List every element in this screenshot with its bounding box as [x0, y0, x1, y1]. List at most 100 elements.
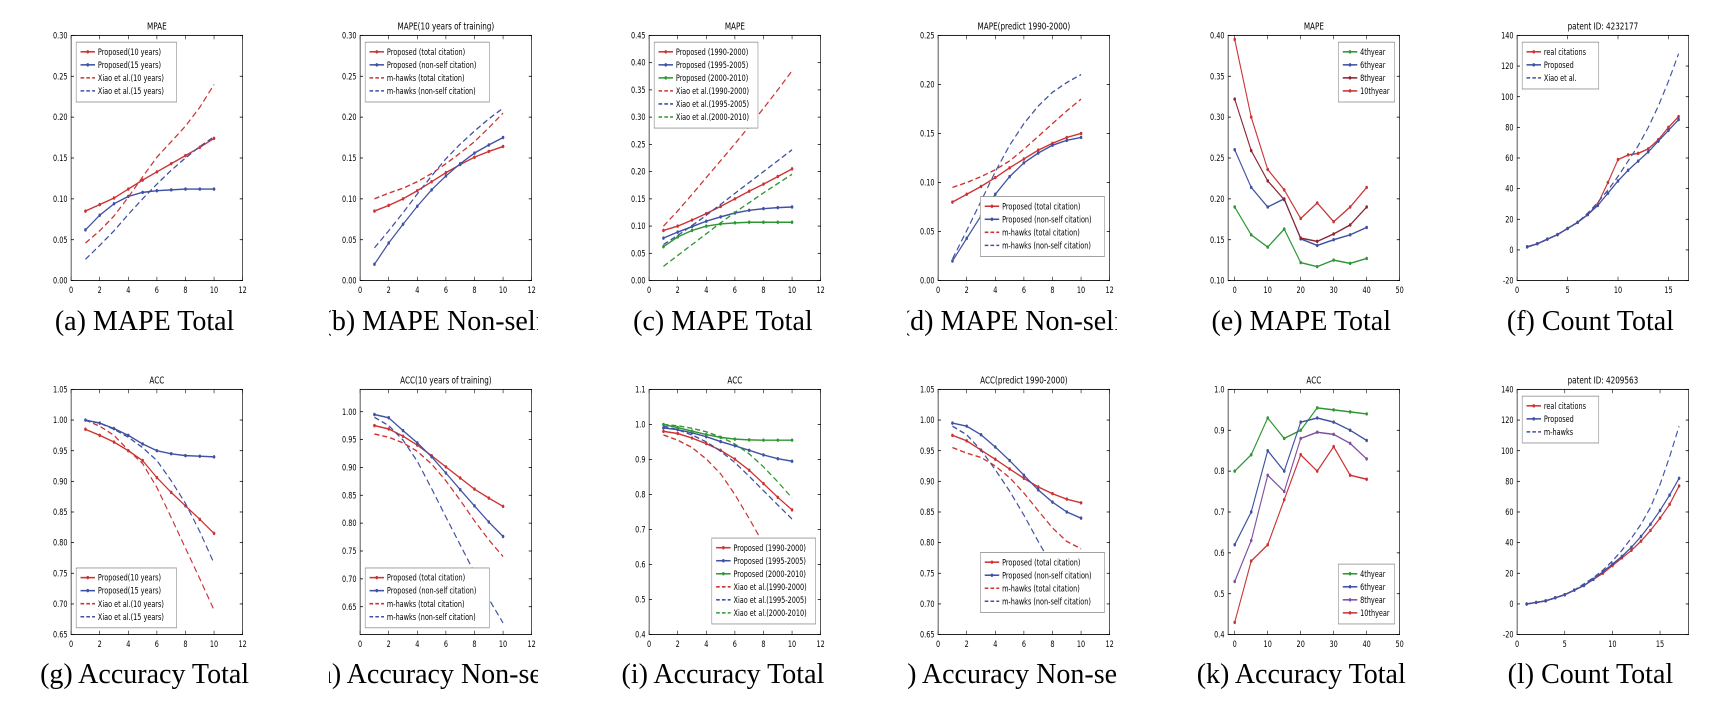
svg-text:m-hawks (non-self citation): m-hawks (non-self citation) — [387, 86, 476, 96]
svg-text:40: 40 — [1362, 285, 1370, 295]
subplot-k-caption: (k) Accuracy Total — [1196, 659, 1406, 691]
svg-text:20: 20 — [1505, 214, 1513, 224]
svg-text:4: 4 — [705, 639, 709, 649]
subplot-i-caption: (i) Accuracy Total — [621, 659, 825, 691]
svg-text:0.80: 0.80 — [921, 537, 936, 547]
svg-text:0.25: 0.25 — [631, 140, 646, 150]
svg-text:100: 100 — [1501, 445, 1514, 455]
svg-text:real citations: real citations — [1544, 47, 1586, 57]
svg-text:Proposed (2000-2010): Proposed (2000-2010) — [734, 568, 806, 578]
svg-text:Xiao et al.(10 years): Xiao et al.(10 years) — [98, 73, 164, 83]
svg-text:6: 6 — [155, 639, 159, 649]
svg-text:8: 8 — [762, 285, 766, 295]
svg-text:0.65: 0.65 — [342, 601, 357, 611]
svg-text:10: 10 — [788, 285, 796, 295]
svg-text:0.7: 0.7 — [1214, 507, 1224, 517]
svg-text:patent ID: 4232177: patent ID: 4232177 — [1567, 22, 1638, 33]
svg-text:0.7: 0.7 — [635, 524, 645, 534]
subplot-a: MPAE 0 2 4 6 8 10 12 0.00 0.05 0.10 0.15 0.20 0.25 0.3… — [40, 16, 249, 338]
svg-text:0.6: 0.6 — [1214, 548, 1224, 558]
svg-text:140: 140 — [1501, 384, 1514, 394]
svg-text:m-hawks: m-hawks — [1544, 427, 1573, 437]
svg-text:0.20: 0.20 — [53, 112, 68, 122]
svg-text:6thyear: 6thyear — [1360, 581, 1386, 591]
svg-text:60: 60 — [1505, 507, 1513, 517]
svg-text:50: 50 — [1395, 639, 1403, 649]
svg-text:100: 100 — [1501, 92, 1514, 102]
svg-text:0.85: 0.85 — [342, 490, 357, 500]
svg-text:0: 0 — [937, 285, 941, 295]
svg-text:10: 10 — [1077, 285, 1085, 295]
svg-text:0.35: 0.35 — [1210, 71, 1225, 81]
svg-text:0.35: 0.35 — [631, 85, 646, 95]
svg-text:0.4: 0.4 — [635, 629, 645, 639]
svg-text:5: 5 — [1565, 285, 1569, 295]
subplot-e: MAPE 0 10 20 30 40 50 0.10 0.15 0.20 0.25 0.30 0.35 0… — [1197, 16, 1406, 338]
svg-text:m-hawks (non-self citation): m-hawks (non-self citation) — [387, 611, 476, 621]
svg-text:Xiao et al.(1995-2005): Xiao et al.(1995-2005) — [676, 99, 749, 109]
svg-text:0: 0 — [358, 285, 362, 295]
svg-text:ACC: ACC — [149, 375, 164, 386]
svg-text:2: 2 — [965, 639, 969, 649]
chart-accuracy-total-i: ACC 0 2 4 6 8 10 12 0.4 0.5 0.6 0.7 0.8 0.9 1.0 1.1 Prop… — [635, 375, 825, 649]
svg-text:6: 6 — [733, 639, 737, 649]
subplot-j-caption: (j) Accuracy Non-self — [907, 659, 1117, 691]
svg-text:10: 10 — [210, 285, 218, 295]
svg-text:0: 0 — [937, 639, 941, 649]
svg-text:140: 140 — [1501, 31, 1514, 41]
svg-text:0.00: 0.00 — [342, 276, 357, 286]
chart-mape-nonself-d: MAPE(predict 1990-2000) 0 2 4 6 8 10 12 0.00 0.05… — [921, 22, 1115, 296]
svg-text:10: 10 — [499, 285, 507, 295]
svg-text:0.20: 0.20 — [921, 80, 936, 90]
svg-text:MAPE(predict 1990-2000): MAPE(predict 1990-2000) — [978, 22, 1071, 33]
svg-text:4: 4 — [994, 285, 998, 295]
svg-text:0.90: 0.90 — [53, 476, 68, 486]
svg-text:2: 2 — [965, 285, 969, 295]
svg-text:0: 0 — [1509, 599, 1513, 609]
subplot-b: MAPE(10 years of training) 0 2 4 6 8 10 12 0.00 0… — [329, 16, 538, 338]
subplot-l-caption: (l) Count Total — [1507, 659, 1674, 691]
svg-text:2: 2 — [387, 285, 391, 295]
svg-text:0.30: 0.30 — [1210, 112, 1225, 122]
svg-text:0.95: 0.95 — [342, 434, 357, 444]
subplot-k: ACC 0 10 20 30 40 50 0.4 0.5 0.6 0.7 0.8 0.9 1.0 4thye… — [1197, 370, 1406, 692]
svg-text:0.95: 0.95 — [53, 445, 68, 455]
svg-text:Xiao et al.(1990-2000): Xiao et al.(1990-2000) — [734, 581, 807, 591]
svg-text:0.75: 0.75 — [342, 546, 357, 556]
svg-text:MAPE: MAPE — [1303, 22, 1323, 33]
svg-text:10thyear: 10thyear — [1360, 608, 1390, 618]
svg-text:0: 0 — [69, 639, 73, 649]
svg-text:4: 4 — [705, 285, 709, 295]
svg-text:0.70: 0.70 — [53, 599, 68, 609]
svg-text:0.90: 0.90 — [921, 476, 936, 486]
svg-text:0.15: 0.15 — [342, 153, 357, 163]
chart-mape-nonself-b: MAPE(10 years of training) 0 2 4 6 8 10 12 0.00 0… — [342, 22, 536, 296]
svg-text:10thyear: 10thyear — [1360, 86, 1390, 96]
svg-text:0.45: 0.45 — [631, 31, 646, 41]
subplot-g: ACC 0 2 4 6 8 10 12 0.65 0.70 0.75 0.80 0.85 0.90 0.95… — [40, 370, 249, 692]
svg-text:40: 40 — [1362, 639, 1370, 649]
svg-text:Proposed: Proposed — [1544, 60, 1574, 70]
chart-mape-total-a: MPAE 0 2 4 6 8 10 12 0.00 0.05 0.10 0.15 0.20 0.25 0.3… — [53, 22, 247, 296]
svg-text:0.20: 0.20 — [1210, 194, 1225, 204]
svg-text:12: 12 — [1106, 285, 1114, 295]
svg-text:Xiao et al.: Xiao et al. — [1544, 73, 1577, 83]
svg-text:0.85: 0.85 — [921, 507, 936, 517]
svg-text:0.5: 0.5 — [635, 594, 645, 604]
svg-text:m-hawks (non-self citation): m-hawks (non-self citation) — [1003, 241, 1092, 251]
svg-text:Xiao et al.(1995-2005): Xiao et al.(1995-2005) — [734, 594, 807, 604]
svg-text:0.00: 0.00 — [53, 276, 68, 286]
svg-text:0.75: 0.75 — [921, 568, 936, 578]
svg-text:0.5: 0.5 — [1214, 588, 1224, 598]
svg-text:Xiao et al.(15 years): Xiao et al.(15 years) — [98, 611, 164, 621]
svg-text:8: 8 — [183, 639, 187, 649]
svg-text:2: 2 — [676, 639, 680, 649]
svg-text:Proposed(10 years): Proposed(10 years) — [98, 47, 161, 57]
svg-text:0.9: 0.9 — [1214, 425, 1224, 435]
svg-text:20: 20 — [1296, 639, 1304, 649]
svg-text:0.70: 0.70 — [342, 574, 357, 584]
svg-text:0.8: 0.8 — [1214, 466, 1224, 476]
svg-text:Xiao et al.(2000-2010): Xiao et al.(2000-2010) — [676, 112, 749, 122]
